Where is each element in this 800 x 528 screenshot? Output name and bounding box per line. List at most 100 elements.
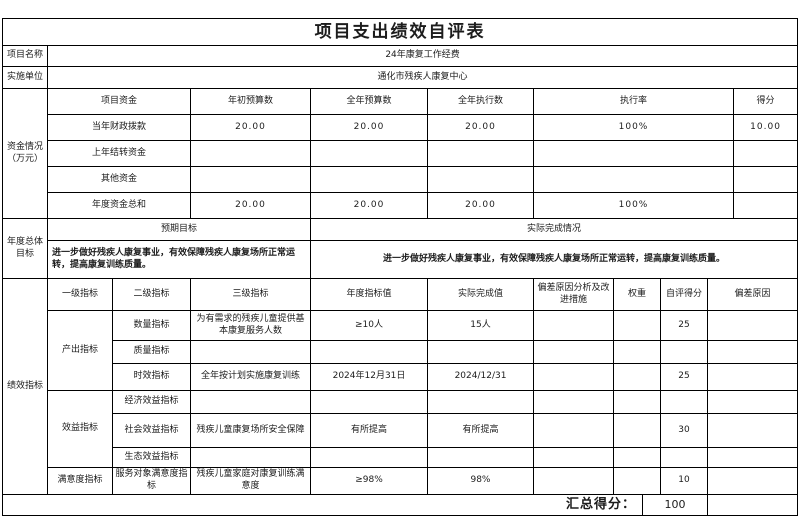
indicator-level2: 数量指标 <box>112 310 191 341</box>
indicator-weight <box>613 363 661 391</box>
funding-score: 10.00 <box>732 114 799 141</box>
indicator-actual: 有所提高 <box>427 413 534 448</box>
indicator-actual: 15人 <box>427 310 534 341</box>
indicator-level2: 社会效益指标 <box>112 413 191 448</box>
indicator-self-score <box>660 340 708 364</box>
indicator-target <box>310 340 428 364</box>
funding-initial: 20.00 <box>190 114 311 141</box>
project-name-label: 项目名称 <box>2 45 48 67</box>
funding-rate: 100% <box>533 192 734 219</box>
indicator-row: 效益指标 经济效益指标 <box>3 390 799 468</box>
indicators-col-level3: 三级指标 <box>190 278 311 311</box>
indicator-level3: 残疾儿童家庭对康复训练满意度 <box>190 467 311 495</box>
project-name-value: 24年康复工作经费 <box>46 45 799 67</box>
indicator-row: 质量指标 <box>3 340 799 364</box>
indicators-col-actual: 实际完成值 <box>427 278 534 311</box>
funding-execution: 20.00 <box>427 114 534 141</box>
indicator-actual <box>427 447 534 468</box>
indicator-target: ≥98% <box>310 467 428 495</box>
indicator-level2: 时效指标 <box>112 363 191 391</box>
indicator-target <box>310 447 428 468</box>
indicator-weight <box>613 467 661 495</box>
funding-row-name: 其他资金 <box>47 166 191 193</box>
funding-rate: 100% <box>533 114 734 141</box>
indicator-self-score <box>660 390 708 414</box>
indicator-weight <box>613 340 661 364</box>
indicator-level3: 残疾儿童康复场所安全保障 <box>190 413 311 448</box>
funding-execution: 20.00 <box>427 192 534 219</box>
funding-initial <box>190 140 311 167</box>
funding-execution <box>427 140 534 167</box>
summary-label: 汇总得分： <box>2 494 643 516</box>
page-title: 项目支出绩效自评表 <box>1 18 799 46</box>
goal-expected-header: 预期目标 <box>47 218 311 241</box>
indicator-row: 社会效益指标 残疾儿童康复场所安全保障 有所提高 有所提高 30 <box>3 413 799 448</box>
indicators-col-weight: 权重 <box>613 278 661 311</box>
indicator-self-score: 25 <box>660 363 708 391</box>
goal-actual-header: 实际完成情况 <box>309 218 799 241</box>
summary-score: 100 <box>642 494 708 516</box>
indicator-self-score: 30 <box>660 413 708 448</box>
goal-section-label: 年度总体目标 <box>2 218 48 279</box>
funding-row: 年度资金总和 20.00 20.00 20.00 100% <box>3 192 799 219</box>
indicator-self-score <box>660 447 708 468</box>
indicator-deviation-reason <box>706 447 799 468</box>
indicator-row: 满意度指标 服务对象满意度指标 残疾儿童家庭对康复训练满意度 ≥98% 98% … <box>3 467 799 495</box>
funding-budget <box>310 166 428 193</box>
funding-initial <box>190 166 311 193</box>
indicator-deviation-analysis <box>533 390 614 414</box>
indicator-target: ≥10人 <box>310 310 428 341</box>
funding-row: 当年财政拨款 20.00 20.00 20.00 100% 10.00 <box>3 114 799 141</box>
indicator-group-satisfaction: 满意度指标 <box>47 467 113 495</box>
funding-score <box>732 166 799 193</box>
indicators-col-deviation-reason: 偏差原因 <box>706 278 799 311</box>
indicator-row: 时效指标 全年按计划实施康复训练 2024年12月31日 2024/12/31 … <box>3 363 799 391</box>
indicator-deviation-reason <box>706 310 799 341</box>
funding-execution <box>427 166 534 193</box>
indicators-col-target: 年度指标值 <box>310 278 428 311</box>
indicator-self-score: 25 <box>660 310 708 341</box>
indicator-actual: 2024/12/31 <box>427 363 534 391</box>
indicator-deviation-analysis <box>533 363 614 391</box>
funding-col-annual-execution: 全年执行数 <box>427 88 534 115</box>
indicator-deviation-analysis <box>533 310 614 341</box>
indicator-actual <box>427 340 534 364</box>
indicator-weight <box>613 447 661 468</box>
indicator-self-score: 10 <box>660 467 708 495</box>
funding-initial: 20.00 <box>190 192 311 219</box>
goal-actual-text: 进一步做好残疾人康复事业，有效保障残疾人康复场所正常运转，提高康复训练质量。 <box>309 240 799 279</box>
indicator-row: 产出指标 数量指标 为有需求的残疾儿童提供基本康复服务人数 ≥10人 15人 2… <box>3 310 799 391</box>
indicator-deviation-reason <box>706 413 799 448</box>
indicator-deviation-reason <box>706 390 799 414</box>
indicator-level3 <box>190 447 311 468</box>
indicator-deviation-analysis <box>533 340 614 364</box>
self-evaluation-table: 项目支出绩效自评表 项目名称 24年康复工作经费 实施单位 通化市残疾人康复中心… <box>1 18 799 516</box>
funding-budget <box>310 140 428 167</box>
unit-value: 通化市残疾人康复中心 <box>46 66 799 89</box>
funding-score <box>732 192 799 219</box>
funding-col-annual-budget: 全年预算数 <box>310 88 428 115</box>
indicator-deviation-reason <box>706 363 799 391</box>
indicator-level2: 质量指标 <box>112 340 191 364</box>
indicator-deviation-analysis <box>533 467 614 495</box>
indicator-deviation-analysis <box>533 413 614 448</box>
funding-row-name: 上年结转资金 <box>47 140 191 167</box>
indicator-level2: 经济效益指标 <box>112 390 191 414</box>
funding-col-project: 项目资金 <box>47 88 191 115</box>
indicator-target: 2024年12月31日 <box>310 363 428 391</box>
indicator-deviation-analysis <box>533 447 614 468</box>
indicator-weight <box>613 310 661 341</box>
funding-row: 其他资金 <box>3 166 799 193</box>
indicators-col-self-score: 自评得分 <box>660 278 708 311</box>
indicator-level3: 为有需求的残疾儿童提供基本康复服务人数 <box>190 310 311 341</box>
indicator-row: 生态效益指标 <box>3 447 799 468</box>
indicator-level3 <box>190 340 311 364</box>
goal-expected-text: 进一步做好残疾人康复事业，有效保障残疾人康复场所正常运转，提高康复训练质量。 <box>47 240 311 279</box>
indicator-weight <box>613 390 661 414</box>
indicator-target: 有所提高 <box>310 413 428 448</box>
indicators-col-level2: 二级指标 <box>112 278 191 311</box>
indicator-level3 <box>190 390 311 414</box>
funding-budget: 20.00 <box>310 192 428 219</box>
unit-label: 实施单位 <box>2 66 48 89</box>
indicator-level2: 服务对象满意度指标 <box>112 467 191 495</box>
